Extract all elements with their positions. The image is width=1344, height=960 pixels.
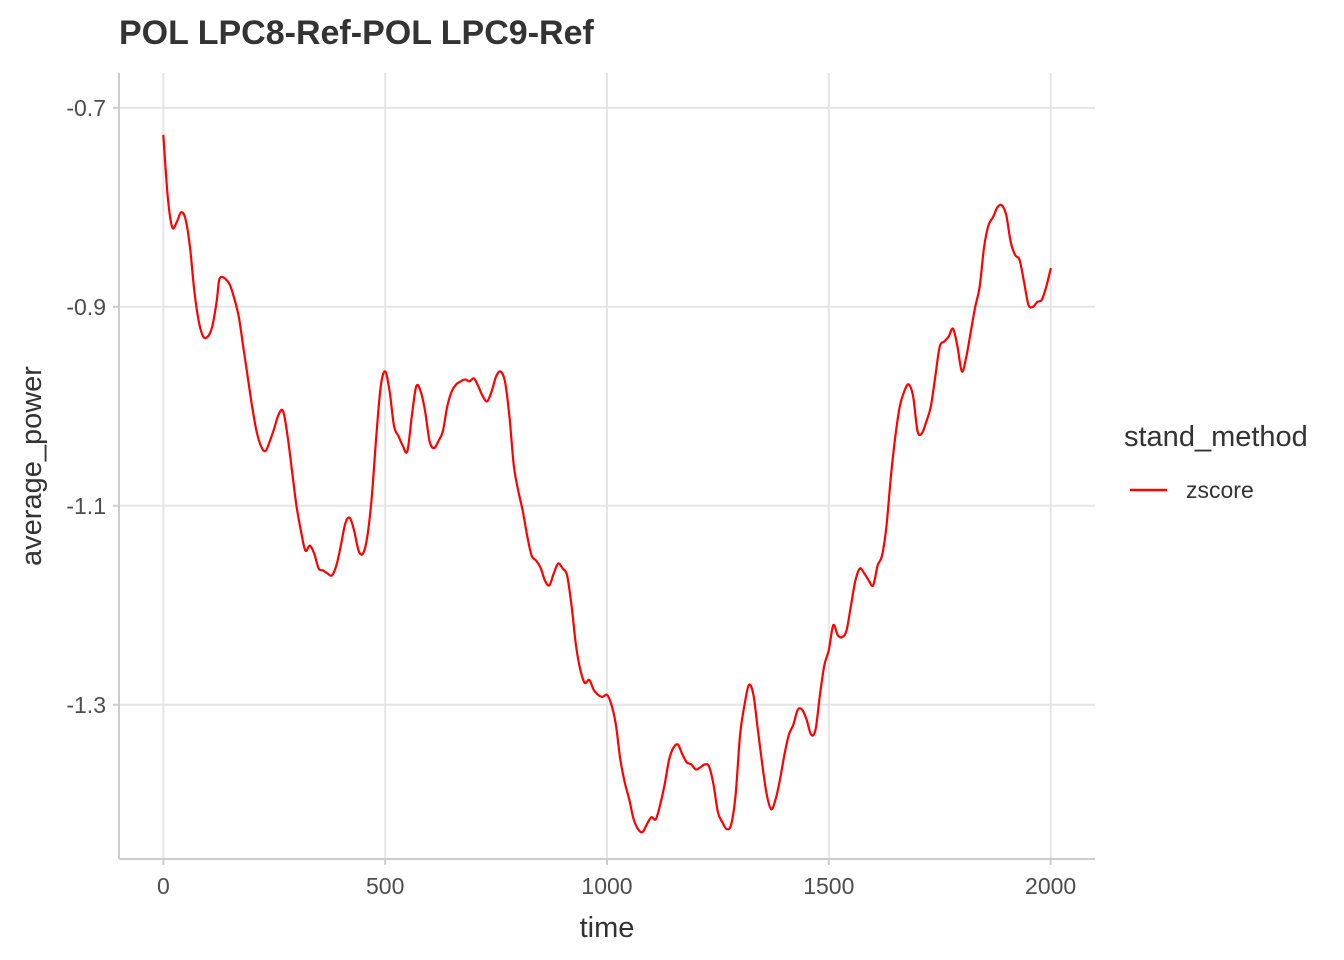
- legend: stand_method zscore: [1124, 421, 1308, 503]
- y-ticks: -0.7 -0.9 -1.1 -1.3: [66, 95, 119, 718]
- y-tick-label: -0.7: [66, 95, 106, 121]
- y-tick-label: -1.1: [66, 493, 106, 519]
- x-tick-label: 1000: [581, 873, 632, 899]
- grid: [119, 73, 1095, 859]
- x-ticks: 0 500 1000 1500 2000: [157, 859, 1076, 899]
- series-line-zscore: [162, 134, 1052, 834]
- y-tick-label: -1.3: [66, 692, 106, 718]
- series-layer: [162, 134, 1052, 834]
- x-tick-label: 500: [366, 873, 404, 899]
- x-axis-title: time: [580, 912, 635, 944]
- legend-label-zscore: zscore: [1186, 477, 1254, 503]
- y-axis-title: average_power: [16, 366, 48, 566]
- x-tick-label: 0: [157, 873, 170, 899]
- x-tick-label: 1500: [803, 873, 854, 899]
- x-tick-label: 2000: [1025, 873, 1076, 899]
- legend-title: stand_method: [1124, 421, 1308, 453]
- y-tick-label: -0.9: [66, 294, 106, 320]
- chart-title: POL LPC8-Ref-POL LPC9-Ref: [119, 14, 594, 52]
